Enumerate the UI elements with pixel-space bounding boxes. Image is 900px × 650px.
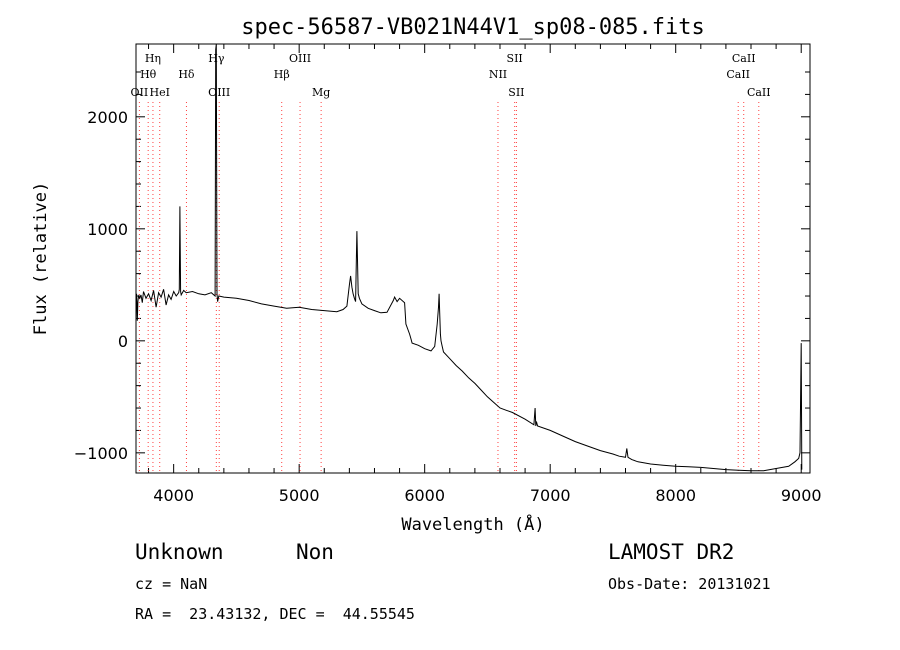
x-tick-label: 9000	[781, 486, 822, 505]
chart-title: spec-56587-VB021N44V1_sp08-085.fits	[241, 15, 705, 40]
y-tick-label: 0	[118, 332, 128, 351]
x-tick-label: 6000	[404, 486, 445, 505]
line-marker-label: SII	[508, 86, 524, 99]
x-tick-label: 8000	[655, 486, 696, 505]
object-subclass: Non	[296, 540, 334, 564]
redshift-text: cz = NaN	[135, 575, 208, 593]
line-marker-label: OIII	[289, 52, 311, 65]
line-marker-label: Mg	[312, 86, 330, 99]
object-class: Unknown	[135, 540, 224, 564]
line-marker-label: Hδ	[178, 68, 195, 81]
coordinates-text: RA = 23.43132, DEC = 44.55545	[135, 605, 415, 623]
line-marker-label: Hθ	[140, 68, 157, 81]
x-tick-label: 7000	[530, 486, 571, 505]
plot-frame	[135, 43, 811, 474]
x-axis-label: Wavelength (Å)	[401, 513, 544, 535]
y-tick-label: 1000	[87, 220, 128, 239]
obs-date-text: Obs-Date: 20131021	[608, 575, 771, 593]
line-marker-label: NII	[489, 68, 507, 81]
line-marker-label: HeI	[149, 86, 169, 99]
line-marker-label: Hβ	[274, 68, 290, 81]
line-marker-label: OII	[131, 86, 149, 99]
y-tick-label: −1000	[74, 444, 128, 463]
y-axis-label: Flux (relative)	[31, 182, 51, 336]
line-marker-label: Hη	[145, 52, 161, 65]
line-marker-label: CaII	[732, 52, 756, 65]
line-marker-label: SII	[507, 52, 523, 65]
y-tick-label: 2000	[87, 108, 128, 127]
line-marker-label: CaII	[726, 68, 750, 81]
x-tick-label: 4000	[153, 486, 194, 505]
line-marker-label: OIII	[208, 86, 230, 99]
survey-label: LAMOST DR2	[608, 540, 735, 564]
x-tick-label: 5000	[279, 486, 320, 505]
line-marker-label: CaII	[747, 86, 771, 99]
spectrum-line	[135, 43, 803, 472]
